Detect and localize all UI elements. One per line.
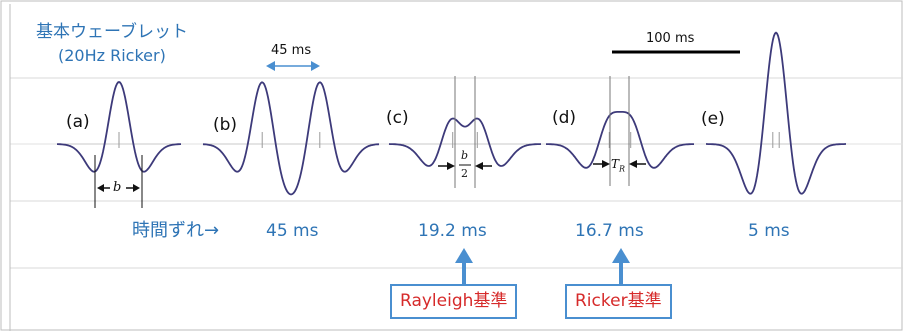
arrow-up-ricker [612, 248, 630, 284]
half-b-numerator: b [461, 149, 469, 162]
half-b-denominator: 2 [461, 167, 468, 180]
wavelet-a [57, 81, 181, 173]
wavelet-c [388, 117, 542, 167]
panel-label-a: (a) [66, 112, 90, 132]
ricker-criterion-box: Ricker基準 [565, 284, 672, 319]
wavelet-d [546, 111, 694, 169]
panel-label-e: (e) [701, 109, 725, 129]
wavelet-b [202, 81, 380, 196]
shift-value-e: 5 ms [748, 221, 790, 241]
tr-label: TR [611, 157, 626, 174]
title-line2: (20Hz Ricker) [58, 46, 166, 65]
wavelet-e [706, 31, 846, 195]
separation-arrow [266, 61, 320, 71]
tr-subscript: R [619, 164, 626, 174]
scale-bar-label: 100 ms [646, 31, 695, 46]
panel-label-c: (c) [386, 108, 409, 128]
shift-value-d: 16.7 ms [575, 221, 644, 241]
tr-marker [593, 76, 646, 186]
panel-label-d: (d) [552, 108, 577, 128]
width-label-b: b [113, 180, 122, 195]
title-line1: 基本ウェーブレット [36, 22, 188, 42]
shift-row-label: 時間ずれ→ [132, 220, 220, 241]
half-b-marker [438, 76, 492, 188]
shift-value-c: 19.2 ms [418, 221, 487, 241]
width-marker-b [94, 155, 143, 208]
panel-label-b: (b) [213, 115, 238, 135]
shift-value-b: 45 ms [266, 221, 319, 241]
rayleigh-criterion-box: Rayleigh基準 [390, 284, 518, 319]
arrow-up-rayleigh [455, 248, 473, 284]
separation-label: 45 ms [271, 43, 312, 58]
